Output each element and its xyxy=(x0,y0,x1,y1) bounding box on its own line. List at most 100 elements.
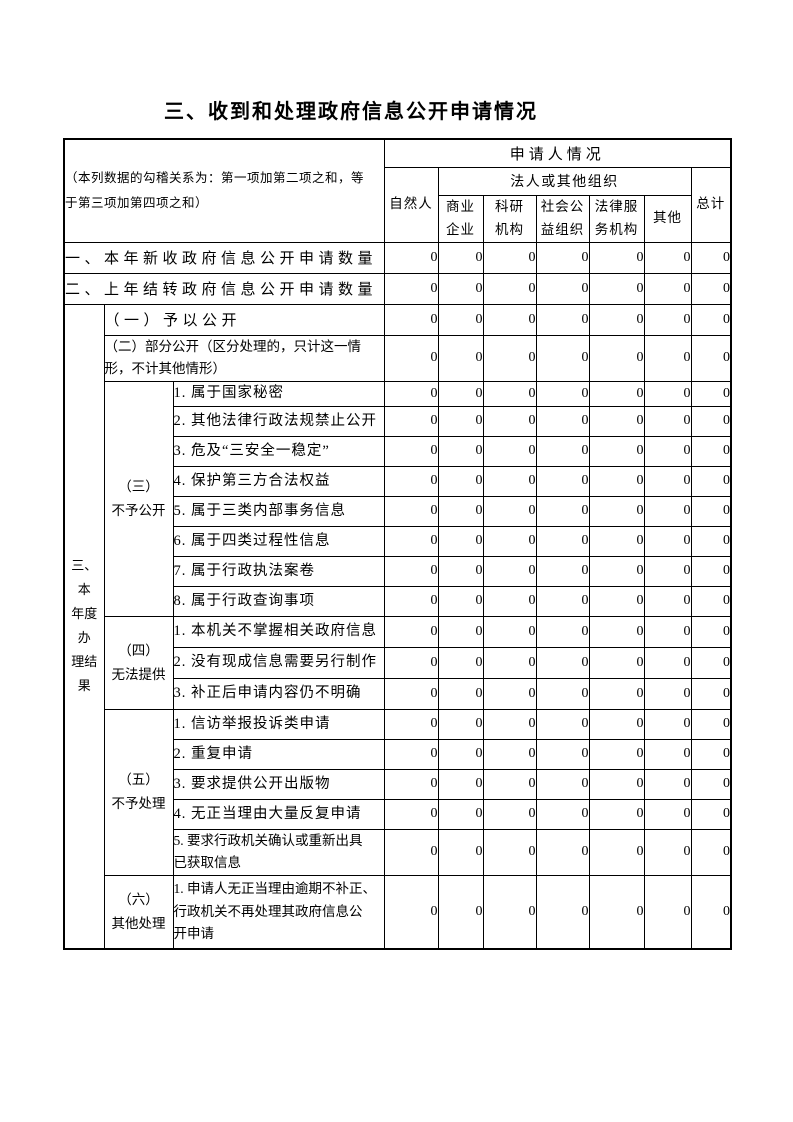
table-row: 一、本年新收政府信息公开申请数量 0 0 0 0 0 0 0 xyxy=(63,241,732,274)
value-cell: 0 xyxy=(643,405,692,437)
value-cell: 0 xyxy=(690,334,732,382)
value-cell: 0 xyxy=(535,555,590,587)
value-cell: 0 xyxy=(535,241,590,274)
item-label: 5. 要求行政机关确认或重新出具 已获取信息 xyxy=(172,828,385,876)
value-cell: 0 xyxy=(482,768,537,800)
value-cell: 0 xyxy=(482,465,537,497)
table-row: 3. 补正后申请内容仍不明确 0 0 0 0 0 0 0 xyxy=(64,677,732,710)
value-cell: 0 xyxy=(482,495,537,527)
value-cell: 0 xyxy=(588,677,645,710)
table-row: 2. 没有现成信息需要另行制作 0 0 0 0 0 0 0 xyxy=(64,646,732,679)
header-org-type-business: 商业 企业 xyxy=(437,194,484,243)
value-cell: 0 xyxy=(643,615,692,648)
value-cell: 0 xyxy=(535,828,590,876)
value-cell: 0 xyxy=(690,465,732,497)
value-cell: 0 xyxy=(437,405,484,437)
value-cell: 0 xyxy=(588,828,645,876)
value-cell: 0 xyxy=(482,615,537,648)
value-cell: 0 xyxy=(437,798,484,830)
value-cell: 0 xyxy=(643,677,692,710)
value-cell: 0 xyxy=(482,303,537,336)
item-label: 7. 属于行政执法案卷 xyxy=(172,555,385,587)
value-cell: 0 xyxy=(482,272,537,305)
value-cell: 0 xyxy=(383,303,439,336)
table-row: 7. 属于行政执法案卷 0 0 0 0 0 0 0 xyxy=(64,555,732,587)
value-cell: 0 xyxy=(383,555,439,587)
table-row: 自然人 法人或其他组织 总计 xyxy=(64,166,732,243)
value-cell: 0 xyxy=(437,241,484,274)
value-cell: 0 xyxy=(535,435,590,467)
item-label: 5. 属于三类内部事务信息 xyxy=(172,495,385,527)
value-cell: 0 xyxy=(643,435,692,467)
section-title: 三、收到和处理政府信息公开申请情况 xyxy=(164,101,538,123)
value-cell: 0 xyxy=(437,272,484,305)
table-row: 2. 重复申请 0 0 0 0 0 0 0 xyxy=(64,738,732,770)
value-cell: 0 xyxy=(643,768,692,800)
value-cell: 0 xyxy=(437,615,484,648)
value-cell: 0 xyxy=(437,828,484,876)
value-cell: 0 xyxy=(588,303,645,336)
value-cell: 0 xyxy=(383,615,439,648)
value-cell: 0 xyxy=(690,615,732,648)
item-label: 1. 申请人无正当理由逾期不补正、 行政机关不再处理其政府信息公 开申请 xyxy=(172,874,385,950)
value-cell: 0 xyxy=(535,405,590,437)
value-cell: 0 xyxy=(535,380,590,407)
item-label: 6. 属于四类过程性信息 xyxy=(172,525,385,557)
value-cell: 0 xyxy=(690,828,732,876)
value-cell: 0 xyxy=(690,646,732,679)
value-cell: 0 xyxy=(383,677,439,710)
value-cell: 0 xyxy=(482,798,537,830)
value-cell: 0 xyxy=(482,677,537,710)
value-cell: 0 xyxy=(588,585,645,617)
value-cell: 0 xyxy=(383,646,439,679)
group-label-refused: （三） 不予公开 xyxy=(103,380,174,617)
header-org-type-research: 科研 机构 xyxy=(482,194,537,243)
table-row: （三） 不予公开 1. 属于国家秘密 0 0 0 0 0 0 0 xyxy=(64,380,732,617)
value-cell: 0 xyxy=(482,555,537,587)
value-cell: 0 xyxy=(643,272,692,305)
item-label: 4. 无正当理由大量反复申请 xyxy=(172,798,385,830)
value-cell: 0 xyxy=(482,708,537,740)
row-label-new-received: 一、本年新收政府信息公开申请数量 xyxy=(63,241,385,274)
value-cell: 0 xyxy=(482,435,537,467)
value-cell: 0 xyxy=(588,525,645,557)
row-label-granted: （一）予以公开 xyxy=(103,303,385,336)
item-label: 2. 没有现成信息需要另行制作 xyxy=(172,646,385,679)
value-cell: 0 xyxy=(588,738,645,770)
value-cell: 0 xyxy=(690,798,732,830)
value-cell: 0 xyxy=(643,708,692,740)
value-cell: 0 xyxy=(437,495,484,527)
value-cell: 0 xyxy=(437,738,484,770)
value-cell: 0 xyxy=(588,874,645,950)
value-cell: 0 xyxy=(588,615,645,648)
table-row: （五） 不予处理 1. 信访举报投诉类申请 0 0 0 0 0 0 0 xyxy=(64,708,732,876)
value-cell: 0 xyxy=(690,585,732,617)
value-cell: 0 xyxy=(643,585,692,617)
value-cell: 0 xyxy=(383,768,439,800)
header-total: 总计 xyxy=(690,166,732,243)
value-cell: 0 xyxy=(535,646,590,679)
item-label: 1. 本机关不掌握相关政府信息 xyxy=(172,615,385,648)
value-cell: 0 xyxy=(588,495,645,527)
value-cell: 0 xyxy=(437,555,484,587)
table-row: 3. 要求提供公开出版物 0 0 0 0 0 0 0 xyxy=(64,768,732,800)
value-cell: 0 xyxy=(643,303,692,336)
value-cell: 0 xyxy=(437,525,484,557)
value-cell: 0 xyxy=(437,380,484,407)
row-label-partially-granted: （二）部分公开（区分处理的，只计这一情 形，不计其他情形） xyxy=(103,334,385,382)
value-cell: 0 xyxy=(643,334,692,382)
value-cell: 0 xyxy=(383,798,439,830)
value-cell: 0 xyxy=(643,646,692,679)
header-legal-org-group: 法人或其他组织 xyxy=(437,166,692,196)
value-cell: 0 xyxy=(437,303,484,336)
value-cell: 0 xyxy=(690,435,732,467)
value-cell: 0 xyxy=(437,334,484,382)
value-cell: 0 xyxy=(643,874,692,950)
value-cell: 0 xyxy=(588,241,645,274)
value-cell: 0 xyxy=(383,874,439,950)
value-cell: 0 xyxy=(588,435,645,467)
value-cell: 0 xyxy=(383,495,439,527)
value-cell: 0 xyxy=(690,380,732,407)
value-cell: 0 xyxy=(437,874,484,950)
